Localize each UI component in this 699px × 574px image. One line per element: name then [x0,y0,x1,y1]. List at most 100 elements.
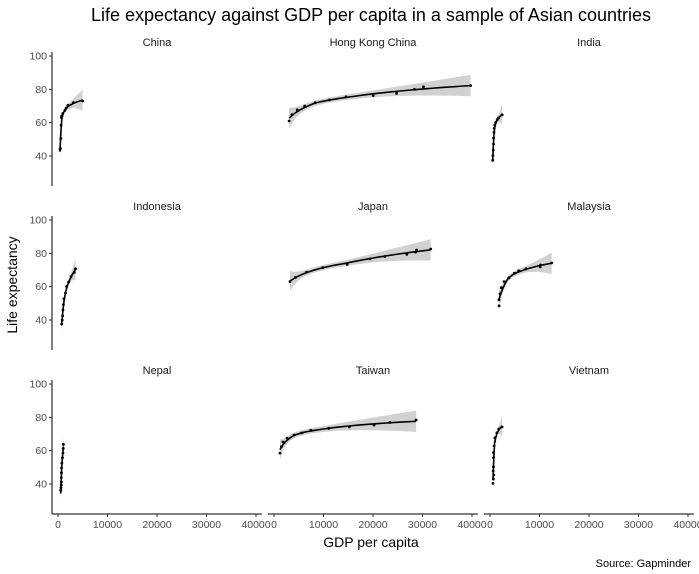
data-point [303,104,307,108]
data-point [347,425,351,429]
data-point [507,276,511,280]
y-tick-label: 100 [29,379,47,391]
data-point [388,421,392,424]
x-tick-label: 0 [271,519,277,531]
data-point [72,270,76,274]
data-point [497,116,501,120]
data-point [74,267,77,271]
facet-label: Hong Kong China [330,37,418,49]
data-point [491,154,495,158]
data-point [414,418,418,422]
data-point [63,109,67,112]
data-point [492,444,496,448]
data-point [61,308,65,312]
data-point [281,440,285,444]
data-point [61,303,65,307]
data-point [493,123,497,127]
panel-hong-kong-china: Hong Kong China [287,37,473,129]
data-point [344,95,348,99]
data-point [65,285,69,288]
data-point [491,477,495,481]
data-point [305,270,308,274]
data-point [491,148,495,152]
x-tick-label: 20000 [574,519,603,531]
smoothed-trend-line [279,420,417,451]
data-point [280,445,283,449]
x-tick-label: 30000 [192,519,221,531]
y-tick-label: 60 [35,281,47,293]
facet-label: Nepal [143,365,172,377]
y-tick-label: 100 [29,215,47,227]
data-point [59,486,63,490]
data-point [59,147,62,150]
data-point [492,142,495,146]
data-point [500,113,504,117]
panel-nepal: Nepal 40 60 80 100 0 10000 20000 30000 40000 [29,365,270,531]
data-point [492,130,496,134]
data-point [491,481,495,485]
data-point [67,280,70,284]
facet-label: Indonesia [133,201,182,213]
data-point [492,465,495,469]
panel-vietnam: Vietnam 0 10000 20000 30000 40000 [484,365,699,531]
data-point [429,247,433,251]
data-point [61,456,64,460]
panel-indonesia: Indonesia 40 60 80 100 [29,201,182,350]
data-point [327,426,331,430]
x-tick-label: 30000 [624,519,653,531]
data-point [422,85,425,89]
data-point [517,269,521,273]
data-point [287,119,291,123]
y-tick-label: 40 [35,479,47,491]
facet-label: Taiwan [356,365,390,377]
source-caption: Source: Gapminder [596,558,692,570]
data-point [502,280,506,284]
facet-panels: China 40 60 80 100 Hong Kong China India Indone… [29,37,699,531]
y-tick-label: 60 [35,117,47,129]
confidence-band [289,239,431,292]
x-tick-label: 20000 [142,519,171,531]
data-point [495,431,499,435]
data-point [292,433,296,437]
data-point [61,314,65,318]
data-point [492,456,495,460]
data-point [345,262,349,266]
data-point [60,322,64,326]
data-point [300,431,304,435]
y-tick-label: 40 [35,315,47,327]
data-point [59,137,63,140]
x-tick-label: 10000 [309,519,338,531]
confidence-band [492,103,503,172]
x-tick-label: 40000 [673,519,699,531]
x-tick-label: 0 [55,519,61,531]
y-tick-label: 80 [35,412,47,424]
x-tick-label: 30000 [408,519,437,531]
panel-taiwan: Taiwan 0 10000 20000 30000 40000 [268,365,487,531]
x-tick-label: 0 [487,519,493,531]
data-point [309,428,313,432]
y-tick-label: 60 [35,445,47,457]
data-point [500,425,504,429]
confidence-band [498,252,552,311]
data-point [512,271,516,275]
data-point [313,101,317,105]
facet-label: Japan [358,201,388,213]
y-tick-label: 80 [35,84,47,96]
confidence-band [279,410,417,461]
data-point [395,91,398,95]
data-point [69,275,73,279]
data-point [383,255,387,258]
x-tick-label: 10000 [525,519,554,531]
y-tick-label: 80 [35,248,47,260]
data-point [414,250,417,254]
data-point [415,248,419,252]
x-axis-title: GDP per capita [323,534,419,550]
data-point [60,466,63,470]
data-point [492,126,496,130]
data-point [60,471,63,475]
data-point [499,286,503,290]
facet-label: China [143,37,173,49]
panel-malaysia: Malaysia [497,201,612,311]
data-point [278,451,282,455]
